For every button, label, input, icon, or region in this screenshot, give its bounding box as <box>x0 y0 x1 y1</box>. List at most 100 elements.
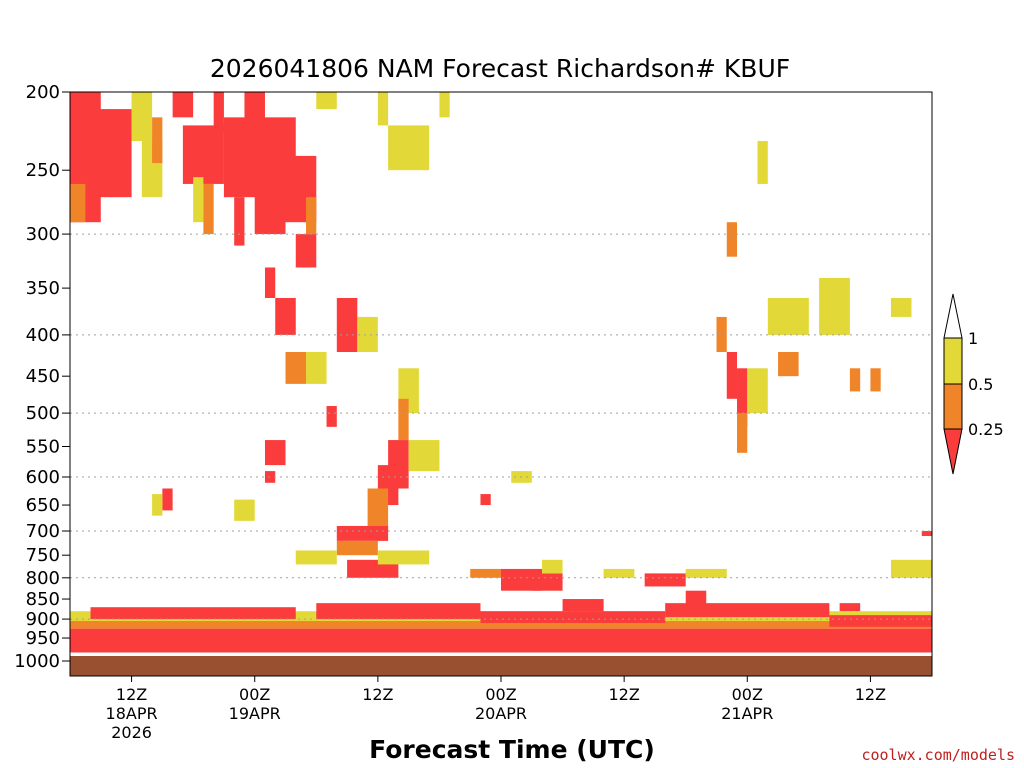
heat-cell-54 <box>562 599 604 616</box>
heat-cell-28 <box>326 406 337 427</box>
heat-cell-61 <box>747 368 768 414</box>
legend-swatch-2 <box>943 428 963 475</box>
heat-cell-64 <box>767 297 809 335</box>
heat-cell-50 <box>542 559 563 574</box>
y-tick-label-200: 200 <box>26 82 60 103</box>
heat-cell-53 <box>685 568 727 578</box>
heat-cell-78 <box>829 615 932 627</box>
heat-cell-24 <box>336 297 358 352</box>
heat-cell-77 <box>665 603 830 618</box>
y-tick-label-550: 550 <box>26 436 60 457</box>
heat-cell-6 <box>172 92 194 118</box>
heat-cell-49 <box>531 573 563 591</box>
heat-cell-52 <box>644 573 686 587</box>
y-tick-label-450: 450 <box>26 366 60 387</box>
heat-cell-36 <box>367 488 389 532</box>
legend-label-0: 1 <box>968 329 978 348</box>
heat-cell-70 <box>839 603 861 612</box>
heat-cell-67 <box>870 368 881 392</box>
legend-label-1: 0.5 <box>968 375 993 394</box>
heat-cell-19 <box>306 197 317 235</box>
heat-cell-2 <box>70 183 86 223</box>
heat-cell-17 <box>264 267 276 298</box>
heat-cell-58 <box>726 351 738 399</box>
heat-cell-21 <box>377 92 389 126</box>
ground-band <box>70 656 932 676</box>
y-tick-label-900: 900 <box>26 609 60 630</box>
x-tick-label-0-0: 12Z <box>116 685 147 704</box>
heat-cell-42 <box>162 488 173 511</box>
x-tick-label-0-2: 2026 <box>111 723 152 742</box>
heat-cell-39 <box>295 550 337 565</box>
x-tick-label-3-1: 20APR <box>475 704 527 723</box>
heat-cell-26 <box>285 351 307 384</box>
heat-cell-65 <box>819 277 850 335</box>
y-tick-label-300: 300 <box>26 224 60 245</box>
heat-cell-30 <box>264 471 276 483</box>
y-tick-label-750: 750 <box>26 545 60 566</box>
heat-cell-47 <box>470 568 501 578</box>
heat-cell-23 <box>439 92 450 118</box>
credit-text: coolwx.com/models <box>861 746 1015 764</box>
heat-cell-71 <box>921 531 932 536</box>
heat-cell-16 <box>295 234 317 268</box>
heat-cell-7 <box>182 125 224 184</box>
heat-cell-29 <box>264 440 286 466</box>
heat-cell-73 <box>70 621 932 629</box>
heat-cell-75 <box>316 603 481 620</box>
y-tick-label-400: 400 <box>26 325 60 346</box>
x-tick-label-0-1: 18APR <box>106 704 158 723</box>
heat-cell-10 <box>213 92 224 134</box>
y-axis-ticks: 200 250 300 350 400 450 500 550 600 650 700 7508008… <box>14 82 70 672</box>
chart-title: 2026041806 NAM Forecast Richardson# KBUF <box>210 54 790 83</box>
heat-cell-14 <box>254 140 286 235</box>
heat-cell-74 <box>90 607 296 620</box>
heat-cell-57 <box>716 316 727 352</box>
heat-cell-27 <box>306 351 327 384</box>
heat-cell-44 <box>234 499 255 521</box>
heat-cell-63 <box>778 351 799 377</box>
y-tick-label-700: 700 <box>26 521 60 542</box>
heat-cell-1 <box>90 109 132 198</box>
legend-swatch-1 <box>943 383 963 430</box>
heat-cell-62 <box>757 140 768 184</box>
heat-cell-79 <box>70 628 932 653</box>
heat-cell-59 <box>737 368 748 427</box>
x-axis-label: Forecast Time (UTC) <box>369 735 655 764</box>
x-tick-label-1-1: 19APR <box>229 704 281 723</box>
legend: 1 0.5 0.25 <box>943 293 1004 475</box>
y-tick-label-800: 800 <box>26 568 60 589</box>
x-tick-label-4-0: 12Z <box>608 685 639 704</box>
x-tick-label-3-0: 00Z <box>485 685 516 704</box>
heat-cell-76 <box>480 611 666 623</box>
heat-cell-22 <box>388 125 430 171</box>
gridlines <box>70 233 932 620</box>
heat-cell-45 <box>480 494 491 506</box>
heat-cell-8 <box>193 177 204 223</box>
y-tick-label-600: 600 <box>26 467 60 488</box>
heat-cell-41 <box>377 550 430 565</box>
heat-cell-66 <box>849 368 861 392</box>
legend-swatch-0 <box>943 337 963 385</box>
heat-cell-37 <box>336 525 389 541</box>
heat-cell-5 <box>152 117 163 164</box>
heat-cell-60 <box>737 413 748 453</box>
heat-cell-3 <box>131 92 153 141</box>
x-tick-label-1-0: 00Z <box>239 685 270 704</box>
heat-cell-35 <box>408 440 440 472</box>
legend-label-2: 0.25 <box>968 420 1004 439</box>
heat-cell-20 <box>316 92 337 110</box>
heat-cell-25 <box>357 316 378 352</box>
legend-arrow-top <box>943 293 963 339</box>
heat-cell-32 <box>398 398 409 441</box>
y-tick-label-950: 950 <box>26 628 60 649</box>
y-tick-label-350: 350 <box>26 278 60 299</box>
x-tick-label-6-0: 12Z <box>855 685 886 704</box>
x-tick-label-5-1: 21APR <box>721 704 773 723</box>
y-tick-label-650: 650 <box>26 495 60 516</box>
x-tick-label-5-0: 00Z <box>732 685 763 704</box>
heat-cell-43 <box>152 494 163 516</box>
y-tick-label-1000: 1000 <box>14 651 60 672</box>
